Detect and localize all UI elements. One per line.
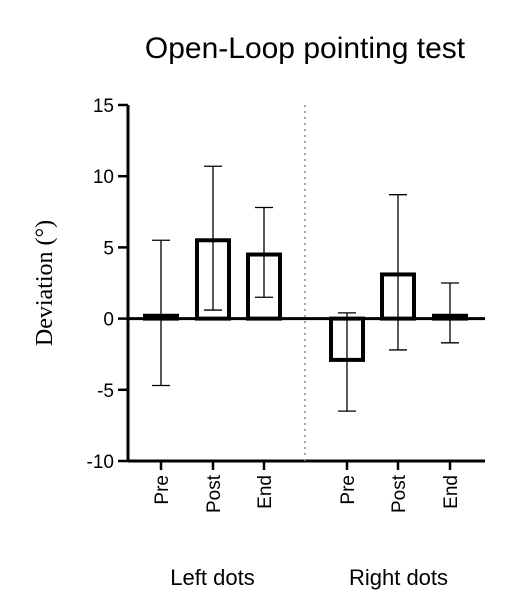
chart-title: Open-Loop pointing test [145,32,466,65]
x-tick-label: Post [204,474,225,513]
y-axis: -10 -5 0 5 10 15 [87,96,130,473]
x-tick-label: End [255,475,276,509]
x-tick-label: Pre [338,475,359,505]
y-tick-label: 5 [103,238,114,259]
group-labels: Left dots Right dots [170,565,448,590]
y-tick-label: 15 [93,96,114,117]
x-tick-labels: Pre Post End Pre Post End [128,459,485,513]
y-tick-label: -10 [87,452,114,473]
y-tick-label: -5 [97,381,114,402]
bars [143,238,468,362]
y-axis-label: Deviation (°) [32,220,58,346]
y-tick-label: 10 [93,167,114,188]
y-tick-label: 0 [103,310,114,331]
group-label: Right dots [349,565,448,590]
x-tick-label: End [441,475,462,509]
x-tick-label: Post [389,474,410,513]
error-bars [152,165,459,412]
group-label: Left dots [170,565,254,590]
x-tick-label: Pre [152,475,173,505]
